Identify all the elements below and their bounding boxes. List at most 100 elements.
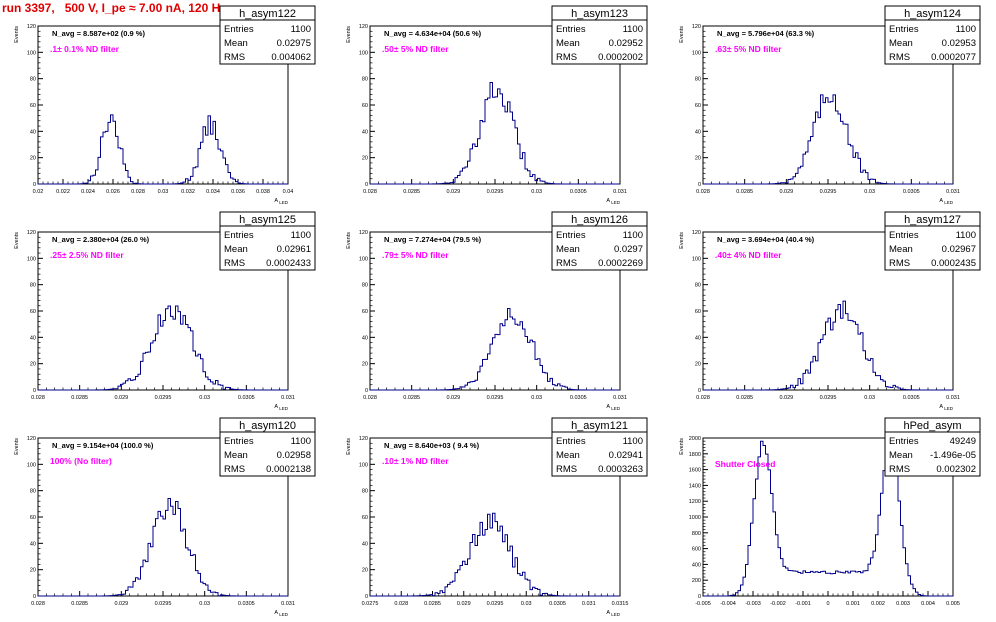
y-axis-label: Events: [14, 26, 20, 43]
y-tick-label: 0: [365, 594, 368, 600]
stats-value-entries: 1100: [623, 230, 643, 241]
x-tick-label: 0.034: [206, 189, 220, 195]
filter-label: .40± 4% ND filter: [715, 250, 782, 260]
x-tick-label: 0.03: [864, 189, 875, 195]
y-tick-label: 60: [30, 309, 36, 315]
x-tick-label: 0.029: [114, 395, 128, 401]
stats-box: h_asym120 Entries 1100 Mean 0.02958 RMS 0.0002…: [219, 417, 316, 477]
x-tick-label: 0.0295: [487, 601, 504, 607]
x-tick-label: 0.0285: [403, 395, 420, 401]
x-tick-label: -0.001: [795, 601, 811, 607]
x-tick-label: 0.0285: [424, 601, 441, 607]
stats-box-title: h_asym124: [904, 8, 961, 20]
x-tick-label: 0.02: [33, 189, 44, 195]
x-tick-label: 0.031: [281, 601, 295, 607]
x-axis-label: A LED: [274, 404, 288, 411]
stats-label-rms: RMS: [556, 258, 577, 269]
y-tick-label: 120: [359, 24, 368, 30]
panel-h_asym125: 0 20 40 60 80 100 120 0.028 0.0285 0.029 0.0295 0.0…: [14, 211, 316, 411]
stats-value-entries: 1100: [623, 436, 643, 447]
stats-value-rms: 0.0002433: [266, 258, 311, 269]
stats-value-mean: -1.496e-05: [930, 450, 976, 461]
x-tick-label: 0.0285: [403, 189, 420, 195]
y-tick-label: 1400: [689, 483, 701, 489]
y-tick-label: 100: [692, 50, 701, 56]
x-tick-label: 0.0285: [736, 395, 753, 401]
n-avg-label: N_avg = 9.154e+04 (100.0 %): [52, 441, 154, 450]
y-tick-label: 1800: [689, 452, 701, 458]
y-tick-label: 0: [33, 594, 36, 600]
x-tick-label: 0.0285: [71, 601, 88, 607]
y-tick-label: 0: [365, 388, 368, 394]
x-tick-label: 0.029: [114, 601, 128, 607]
y-tick-label: 120: [359, 436, 368, 442]
stats-value-rms: 0.0002077: [931, 52, 976, 63]
x-tick-label: 0.0305: [570, 189, 587, 195]
x-tick-label: 0.028: [363, 395, 377, 401]
stats-value-rms: 0.002302: [936, 464, 976, 475]
filter-label: .10± 1% ND filter: [382, 456, 449, 466]
y-tick-label: 40: [30, 335, 36, 341]
stats-value-entries: 49249: [950, 436, 976, 447]
x-tick-label: 0.028: [31, 601, 45, 607]
y-tick-label: 100: [359, 256, 368, 262]
y-tick-label: 100: [359, 462, 368, 468]
stats-label-rms: RMS: [556, 464, 577, 475]
stats-value-entries: 1100: [956, 230, 976, 241]
y-axis-label: Events: [346, 438, 352, 455]
x-axis-label: A LED: [939, 404, 953, 411]
y-tick-label: 20: [30, 568, 36, 574]
x-axis-label: A LED: [274, 198, 288, 205]
x-tick-label: 0.028: [696, 395, 710, 401]
x-tick-label: 0.03: [199, 395, 210, 401]
x-tick-label: 0.031: [946, 395, 960, 401]
stats-box-title: h_asym126: [571, 214, 628, 226]
y-tick-label: 120: [692, 230, 701, 236]
n-avg-label: N_avg = 5.796e+04 (63.3 %): [717, 29, 815, 38]
x-tick-label: 0.0305: [903, 189, 920, 195]
y-tick-label: 60: [30, 103, 36, 109]
stats-label-entries: Entries: [889, 24, 919, 35]
x-tick-label: 0.028: [31, 395, 45, 401]
x-tick-label: 0.0305: [549, 601, 566, 607]
y-tick-label: 0: [33, 182, 36, 188]
x-tick-label: 0.03: [158, 189, 169, 195]
x-axis-label: A LED: [939, 198, 953, 205]
y-tick-label: 120: [27, 230, 36, 236]
x-tick-label: 0.028: [363, 189, 377, 195]
n-avg-label: N_avg = 4.634e+04 (50.6 %): [384, 29, 482, 38]
stats-label-rms: RMS: [224, 464, 245, 475]
x-tick-label: 0.001: [846, 601, 860, 607]
y-tick-label: 40: [362, 541, 368, 547]
stats-value-mean: 0.02961: [277, 244, 311, 255]
n-avg-label: N_avg = 3.694e+04 (40.4 %): [717, 235, 815, 244]
stats-label-entries: Entries: [889, 436, 919, 447]
stats-box-title: h_asym120: [239, 420, 296, 432]
stats-box-frame: [884, 417, 981, 477]
filter-label: Shutter Closed: [715, 459, 775, 469]
stats-box: hPed_asym Entries 49249 Mean -1.496e-05 RMS 0.…: [884, 417, 981, 477]
stats-box: h_asym124 Entries 1100 Mean 0.02953 RMS 0.0002…: [884, 5, 981, 65]
stats-value-entries: 1100: [956, 24, 976, 35]
y-tick-label: 1600: [689, 468, 701, 474]
filter-label: .25± 2.5% ND filter: [50, 250, 124, 260]
stats-value-mean: 0.02967: [942, 244, 976, 255]
y-axis-label: Events: [679, 26, 685, 43]
y-tick-label: 100: [27, 462, 36, 468]
stats-box-title: h_asym125: [239, 214, 296, 226]
stats-label-rms: RMS: [556, 52, 577, 63]
filter-label: .79± 5% ND filter: [382, 250, 449, 260]
x-tick-label: -0.004: [720, 601, 736, 607]
x-tick-label: -0.005: [695, 601, 711, 607]
x-tick-label: 0.0275: [362, 601, 379, 607]
x-tick-label: -0.002: [770, 601, 786, 607]
y-tick-label: 80: [695, 283, 701, 289]
stats-value-mean: 0.0297: [614, 244, 643, 255]
y-tick-label: 120: [27, 436, 36, 442]
y-tick-label: 40: [695, 335, 701, 341]
stats-box: h_asym126 Entries 1100 Mean 0.0297 RMS 0.00022…: [551, 211, 648, 271]
stats-box: h_asym125 Entries 1100 Mean 0.02961 RMS 0.0002…: [219, 211, 316, 271]
stats-value-rms: 0.0003263: [598, 464, 643, 475]
x-tick-label: 0.0295: [155, 601, 172, 607]
stats-box-frame: [551, 211, 648, 271]
